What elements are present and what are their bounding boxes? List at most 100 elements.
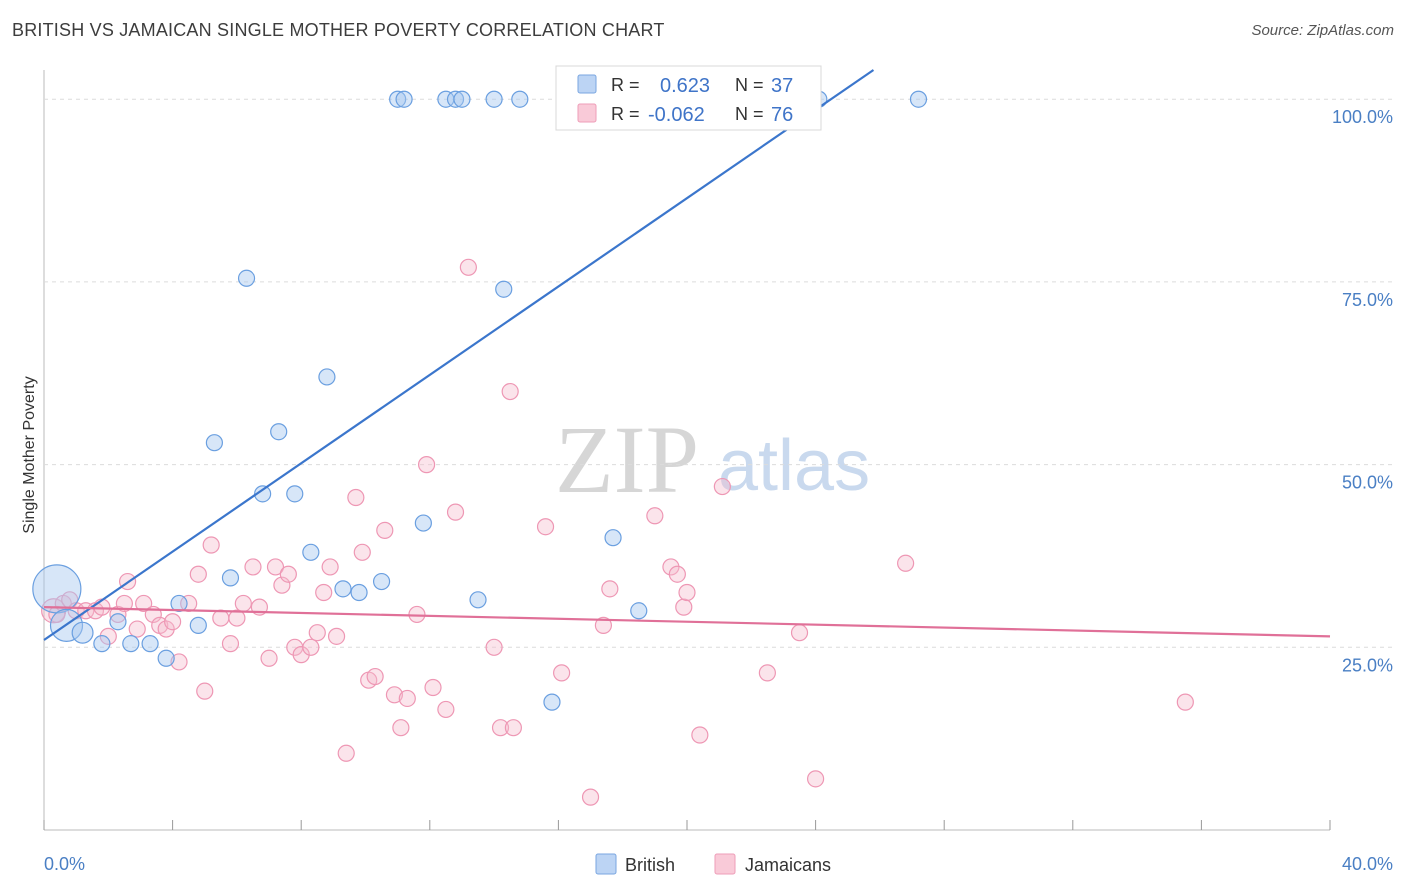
jamaicans-point [446,503,465,521]
british-point [93,635,111,653]
british-point [157,649,175,667]
jamaicans-point [713,477,731,496]
jamaicans-point [196,682,214,700]
watermark: ZIP atlas [555,406,870,513]
british-point [485,90,503,108]
jamaicans-n-label: N = [735,104,764,124]
jamaicans-point [260,649,278,667]
jamaicans-point [646,507,664,525]
y-tick-label: 50.0% [1342,473,1393,493]
jamaicans-point [601,580,619,598]
jamaicans-r-value: -0.062 [648,104,705,126]
jamaicans-point [392,719,410,737]
british-point [469,591,487,609]
jamaicans-point [135,594,153,613]
legend-british-swatch [595,853,617,875]
jamaicans-point [128,620,146,638]
british-point [334,580,352,598]
jamaicans-point [491,719,510,737]
jamaicans-point [501,382,519,401]
british-point [237,269,256,287]
jamaicans-point [109,605,127,624]
jamaicans-point [115,594,133,613]
jamaicans-n-value: 76 [771,104,793,126]
british-point [604,529,622,547]
british-r-label: R = [611,75,640,95]
jamaicans-point [321,558,339,576]
jamaicans-point [347,488,365,507]
jamaicans-point [202,536,220,554]
y-tick-label: 25.0% [1342,655,1393,675]
british-point [414,514,432,532]
jamaicans-point [417,456,436,474]
british-point [453,90,471,108]
british-point [511,90,529,108]
british-point [141,635,159,653]
jamaicans-point [398,689,416,708]
british-point [395,90,413,108]
british-point [495,280,513,298]
jamaicans-point [315,583,333,602]
jamaicans-point [691,726,709,744]
jamaicans-point [485,638,503,656]
jamaicans-point [266,558,285,576]
stats-legend-box [555,65,822,131]
jamaicans-trend-line [43,606,1331,638]
british-n-label: N = [735,75,764,95]
jamaicans-point [302,638,320,656]
jamaicans-legend-swatch [577,103,597,123]
british-point [389,90,407,108]
jamaicans-point [244,558,262,576]
chart-title: BRITISH VS JAMAICAN SINGLE MOTHER POVERT… [12,20,665,40]
british-point [318,368,336,386]
jamaicans-point [424,678,442,697]
watermark-atlas: atlas [718,426,870,506]
jamaicans-point [189,565,207,583]
chart-source: Source: ZipAtlas.com [1251,22,1394,39]
british-point [71,621,94,644]
x-ticks [43,820,1331,830]
legend-british-label: British [625,855,675,875]
jamaicans-point [327,627,346,645]
legend-jamaicans-label: Jamaicans [745,855,831,875]
jamaicans-point [234,594,252,613]
british-point [350,583,368,602]
jamaicans-point [221,635,240,653]
british-point [372,572,391,591]
jamaicans-point [678,583,696,602]
stats-legend: R = 0.623 N = 37 R = -0.062 N = 76 [555,65,822,131]
jamaicans-point [228,609,246,627]
jamaicans-point [279,565,297,583]
jamaicans-point [366,667,384,686]
british-point [205,434,223,452]
jamaicans-point [1176,693,1194,711]
jamaicans-point [212,609,230,627]
british-point [122,635,140,653]
jamaicans-point [594,616,613,634]
jamaicans-point [553,664,571,682]
jamaicans-point [353,543,371,561]
jamaicans-point [437,700,455,719]
jamaicans-point [668,565,686,583]
british-point [189,616,207,634]
jamaicans-point [758,664,776,682]
british-point [170,594,188,613]
watermark-zip: ZIP [555,406,699,513]
y-tick-label: 75.0% [1342,290,1393,310]
jamaicans-point [164,613,182,631]
british-point [543,693,561,711]
y-axis-title: Single Mother Poverty [21,376,38,533]
x-tick-label-max: 40.0% [1342,854,1393,874]
british-point [302,543,320,561]
british-point [109,613,127,631]
x-tick-label-min: 0.0% [44,854,85,874]
british-point [909,90,928,108]
jamaicans-point [385,686,404,704]
jamaicans-point [376,521,394,539]
british-point [221,569,240,587]
british-r-value: 0.623 [660,75,710,97]
british-points [32,90,928,711]
jamaicans-r-label: R = [611,104,640,124]
british-trend-line [43,69,875,641]
